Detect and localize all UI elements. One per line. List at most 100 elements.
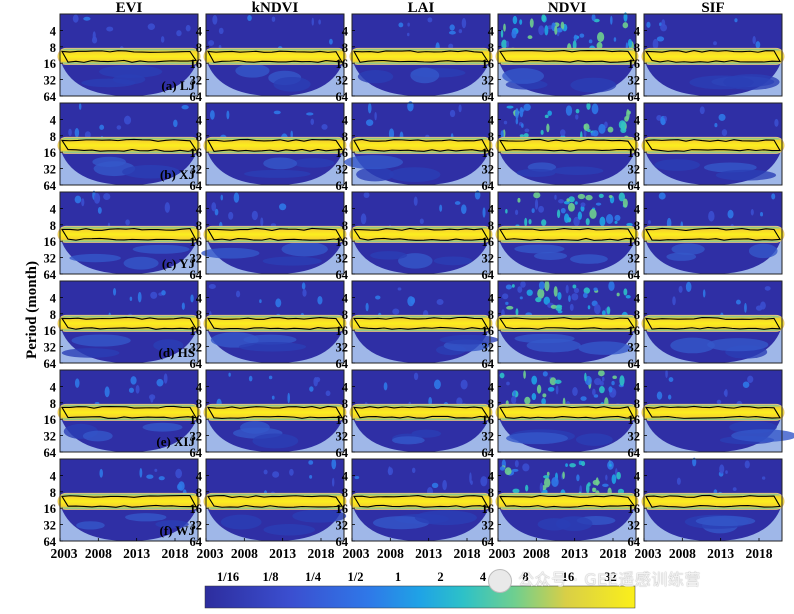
power-speckle: [413, 196, 418, 206]
power-speckle: [160, 36, 165, 43]
y-tick-label: 32: [336, 519, 349, 533]
power-blob: [125, 513, 167, 522]
power-speckle: [699, 106, 705, 115]
power-speckle: [407, 296, 415, 307]
power-speckle: [278, 203, 287, 211]
power-blob: [502, 68, 545, 84]
power-speckle: [544, 25, 549, 36]
y-tick-label: 16: [336, 413, 349, 427]
power-speckle: [235, 290, 241, 298]
y-tick-label: 64: [628, 90, 641, 104]
power-speckle: [519, 296, 523, 300]
x-tick-label: 2008: [85, 546, 112, 561]
power-speckle: [747, 375, 754, 383]
power-speckle: [321, 124, 328, 130]
power-speckle: [460, 379, 468, 390]
power-speckle: [771, 193, 776, 200]
y-tick-label: 64: [190, 90, 203, 104]
wavelet-panel-evi-1: [57, 13, 201, 97]
power-blob: [666, 252, 697, 261]
y-tick-label: 4: [196, 202, 203, 216]
power-speckle: [517, 286, 523, 293]
y-tick-label: 64: [44, 357, 57, 371]
power-speckle: [106, 26, 114, 32]
significance-contour: [61, 405, 198, 419]
y-tick-label: 16: [336, 146, 349, 160]
wavelet-panel-evi-3: [57, 190, 201, 275]
y-tick-label: 8: [50, 308, 56, 322]
power-blob: [370, 251, 408, 260]
significance-contour: [644, 405, 781, 419]
power-speckle: [506, 40, 510, 48]
power-speckle: [546, 471, 550, 477]
y-tick-label: 32: [336, 74, 349, 88]
power-speckle: [538, 281, 545, 290]
power-blob: [81, 78, 136, 88]
power-blob: [731, 429, 794, 443]
y-tick-label: 8: [196, 219, 202, 233]
power-speckle: [665, 369, 668, 379]
y-tick-label: 16: [336, 235, 349, 249]
y-tick-label: 32: [482, 341, 495, 355]
power-speckle: [598, 123, 606, 134]
power-speckle: [154, 468, 158, 472]
power-speckle: [612, 389, 616, 395]
y-tick-label: 4: [634, 291, 641, 305]
y-tick-label: 8: [50, 486, 56, 500]
power-speckle: [596, 41, 603, 50]
y-tick-label: 32: [44, 341, 57, 355]
power-speckle: [538, 25, 545, 36]
row-label: (f) WJ: [159, 523, 195, 538]
y-tick-label: 16: [628, 146, 641, 160]
y-tick-label: 32: [628, 252, 641, 266]
power-speckle: [585, 194, 593, 201]
row-label: (d) HS: [159, 345, 195, 360]
power-speckle: [233, 192, 240, 203]
power-speckle: [668, 377, 674, 382]
power-speckle: [309, 386, 314, 392]
power-speckle: [553, 286, 558, 297]
significance-contour: [61, 227, 197, 241]
power-blob: [153, 339, 184, 352]
power-speckle: [555, 305, 562, 312]
y-tick-label: 16: [44, 57, 57, 71]
power-speckle: [329, 38, 333, 45]
y-tick-label: 64: [44, 446, 57, 460]
power-blob: [389, 167, 441, 183]
power-speckle: [150, 396, 154, 403]
power-speckle: [515, 117, 519, 125]
power-speckle: [609, 463, 612, 467]
power-speckle: [99, 124, 105, 130]
power-speckle: [287, 392, 291, 404]
y-tick-label: 32: [44, 163, 57, 177]
power-speckle: [547, 386, 555, 392]
y-tick-label: 8: [50, 41, 56, 55]
power-speckle: [625, 294, 631, 299]
power-speckle: [648, 220, 651, 225]
y-tick-label: 8: [196, 41, 202, 55]
power-speckle: [208, 40, 215, 46]
x-tick-label: 2003: [489, 546, 516, 561]
wavelet-panel-lai-3: [349, 190, 493, 275]
panel-frame: [205, 102, 345, 186]
x-tick-label: 2018: [162, 546, 189, 561]
power-speckle: [569, 303, 574, 311]
power-speckle: [598, 193, 604, 198]
y-tick-label: 16: [190, 146, 203, 160]
colorbar-tick-label: 1/4: [305, 570, 322, 584]
wavelet-panel-kndvi-2: [203, 102, 347, 186]
power-speckle: [581, 461, 586, 467]
y-tick-label: 4: [634, 113, 641, 127]
power-speckle: [531, 375, 538, 385]
power-speckle: [68, 128, 72, 137]
power-speckle: [501, 293, 509, 300]
power-speckle: [592, 388, 596, 396]
power-speckle: [125, 219, 130, 226]
power-speckle: [365, 119, 374, 127]
y-tick-label: 32: [628, 430, 641, 444]
panel-frame: [59, 369, 199, 453]
power-speckle: [708, 210, 715, 222]
power-speckle: [602, 483, 609, 488]
power-speckle: [613, 37, 617, 42]
power-speckle: [540, 129, 544, 135]
